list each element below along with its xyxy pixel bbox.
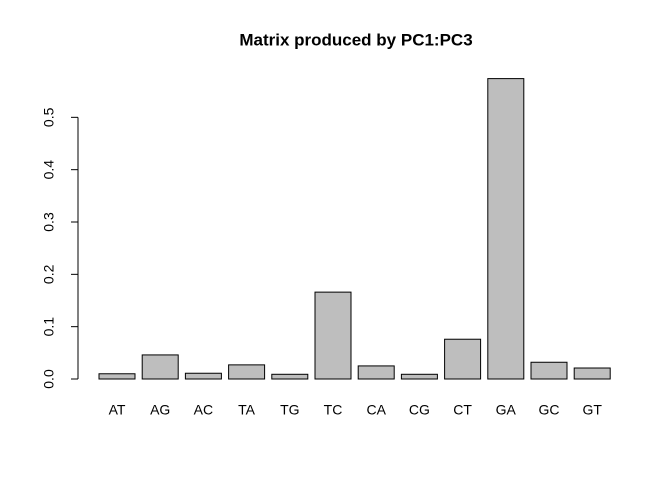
y-tick-label: 0.5 bbox=[41, 107, 57, 127]
bar bbox=[573, 367, 611, 380]
bar bbox=[271, 373, 309, 380]
x-tick-label: TA bbox=[238, 402, 256, 418]
x-tick-label: TG bbox=[280, 402, 299, 418]
x-tick-label: GA bbox=[496, 402, 517, 418]
bar bbox=[400, 373, 438, 380]
x-tick-label: CA bbox=[366, 402, 386, 418]
x-tick-label: CG bbox=[409, 402, 430, 418]
x-tick-label: TC bbox=[324, 402, 343, 418]
bar bbox=[357, 365, 395, 380]
bar bbox=[141, 354, 179, 380]
bar bbox=[487, 78, 525, 380]
x-tick-label: AC bbox=[194, 402, 213, 418]
x-tick-label: GC bbox=[539, 402, 560, 418]
chart-title: Matrix produced by PC1:PC3 bbox=[239, 30, 472, 49]
bar bbox=[314, 291, 352, 380]
bar bbox=[228, 364, 266, 380]
x-tick-label: GT bbox=[582, 402, 602, 418]
bar bbox=[184, 372, 222, 380]
x-tick-label: CT bbox=[453, 402, 472, 418]
bar bbox=[444, 338, 482, 380]
y-tick-label: 0.1 bbox=[41, 317, 57, 337]
y-tick-label: 0.2 bbox=[41, 264, 57, 284]
bar bbox=[530, 361, 568, 380]
x-tick-label: AT bbox=[109, 402, 126, 418]
y-tick-label: 0.0 bbox=[41, 369, 57, 389]
bar bbox=[98, 373, 136, 380]
x-tick-label: AG bbox=[150, 402, 170, 418]
y-tick-label: 0.3 bbox=[41, 212, 57, 232]
y-tick-label: 0.4 bbox=[41, 160, 57, 180]
